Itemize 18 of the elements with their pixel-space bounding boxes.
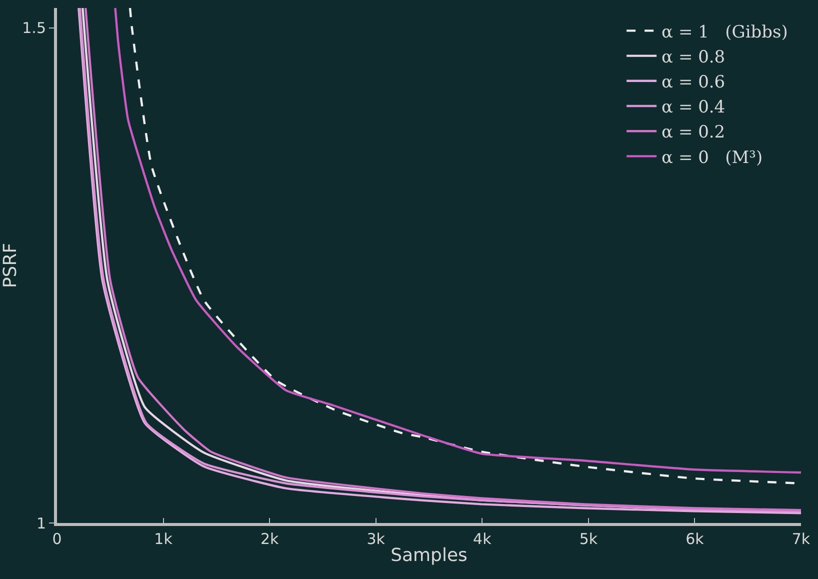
legend-label: α = 0.2 (662, 122, 726, 143)
legend-label: α = 0.6 (662, 72, 726, 93)
legend-label: α = 0.8 (662, 47, 726, 68)
x-tick-label: 5k (579, 530, 598, 548)
x-tick-label: 2k (260, 530, 279, 548)
x-tick-label: 3k (366, 530, 386, 548)
y-tick-label: 1.5 (22, 19, 46, 38)
x-tick-label: 4k (473, 530, 492, 548)
y-tick-label: 1 (36, 514, 46, 532)
legend-label: α = 0 (M³) (662, 148, 763, 168)
y-axis-title: PSRF (0, 242, 21, 288)
x-tick-label: 0 (52, 530, 62, 548)
legend-label: α = 0.4 (662, 98, 726, 118)
legend-label: α = 1 (Gibbs) (662, 22, 788, 42)
x-axis-title: Samples (390, 545, 468, 566)
x-tick-label: 1k (154, 530, 173, 548)
x-tick-label: 6k (686, 530, 704, 548)
x-tick-label: 7k (792, 530, 810, 548)
